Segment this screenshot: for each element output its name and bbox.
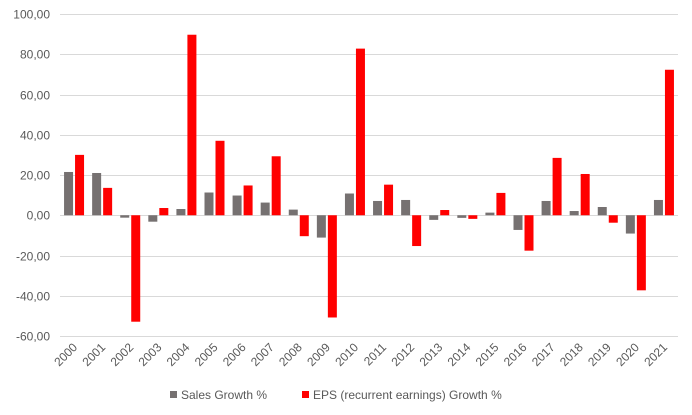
y-tick-label: -60,00 — [16, 330, 50, 344]
legend-label-sales: Sales Growth % — [181, 388, 267, 402]
bar-eps-growth-2008 — [299, 215, 309, 237]
bar-sales-growth-2015 — [485, 212, 495, 216]
y-tick-label: -40,00 — [16, 290, 50, 304]
bar-eps-growth-2003 — [159, 208, 169, 216]
bar-sales-growth-2019 — [597, 207, 607, 216]
bar-sales-growth-2009 — [316, 215, 326, 238]
x-tick-label: 2003 — [136, 340, 165, 369]
y-tick-label: 100,00 — [13, 8, 50, 22]
y-tick-label: 60,00 — [20, 89, 50, 103]
bar-eps-growth-2013 — [440, 210, 450, 216]
bar-eps-growth-2000 — [75, 154, 85, 216]
bar-sales-growth-2008 — [288, 209, 298, 216]
x-tick-label: 2013 — [417, 340, 446, 369]
bar-sales-growth-2001 — [92, 172, 102, 216]
legend: Sales Growth % EPS (recurrent earnings) … — [170, 388, 502, 402]
x-tick-label: 2015 — [473, 340, 502, 369]
x-tick-label: 2011 — [361, 340, 389, 368]
bar-sales-growth-2018 — [569, 211, 579, 216]
gridlines — [60, 14, 678, 337]
bar-eps-growth-2018 — [580, 173, 590, 216]
bar-sales-growth-2002 — [120, 215, 130, 218]
x-tick-label: 2018 — [557, 340, 586, 369]
bar-eps-growth-2010 — [355, 48, 365, 216]
bar-sales-growth-2005 — [204, 192, 214, 216]
legend-marker-sales — [170, 391, 177, 398]
bar-eps-growth-2005 — [215, 140, 225, 216]
x-tick-label: 2006 — [220, 340, 249, 369]
bar-sales-growth-2021 — [653, 199, 663, 216]
bar-eps-growth-2020 — [636, 215, 646, 291]
bar-sales-growth-2014 — [457, 215, 467, 218]
bar-eps-growth-2006 — [243, 185, 253, 216]
bar-eps-growth-2001 — [103, 187, 113, 216]
x-tick-label: 2014 — [445, 340, 474, 369]
x-tick-label: 2012 — [388, 340, 417, 369]
bar-eps-growth-2004 — [187, 34, 197, 216]
bar-sales-growth-2004 — [176, 209, 186, 216]
y-tick-label: -20,00 — [16, 250, 50, 264]
x-tick-label: 2019 — [585, 340, 614, 369]
bar-sales-growth-2012 — [401, 199, 411, 216]
x-tick-label: 2016 — [501, 340, 530, 369]
bar-sales-growth-2017 — [541, 200, 551, 216]
x-tick-label: 2008 — [276, 340, 305, 369]
bar-sales-growth-2006 — [232, 195, 242, 216]
x-tick-label: 2000 — [51, 340, 80, 369]
y-tick-label: 20,00 — [20, 169, 50, 183]
bar-eps-growth-2002 — [131, 215, 141, 322]
x-tick-label: 2021 — [641, 340, 670, 369]
bar-sales-growth-2007 — [260, 202, 270, 216]
x-tick-label: 2002 — [108, 340, 137, 369]
x-tick-label: 2001 — [79, 340, 108, 369]
bars — [64, 34, 674, 322]
legend-marker-eps — [302, 391, 309, 398]
x-tick-label: 2004 — [164, 340, 193, 369]
y-tick-label: 40,00 — [20, 129, 50, 143]
legend-item-sales[interactable]: Sales Growth % — [170, 388, 267, 402]
legend-label-eps: EPS (recurrent earnings) Growth % — [313, 388, 502, 402]
bar-eps-growth-2014 — [468, 215, 478, 219]
bar-eps-growth-2007 — [271, 156, 281, 216]
x-tick-label: 2009 — [304, 340, 333, 369]
bar-eps-growth-2009 — [327, 215, 337, 318]
x-tick-label: 2007 — [248, 340, 277, 369]
bar-sales-growth-2000 — [64, 171, 74, 216]
bar-sales-growth-2003 — [148, 215, 158, 222]
bar-sales-growth-2013 — [429, 215, 439, 220]
bar-sales-growth-2010 — [344, 193, 354, 216]
x-tick-label: 2010 — [332, 340, 361, 369]
x-tick-label: 2005 — [192, 340, 221, 369]
bar-eps-growth-2019 — [608, 215, 618, 223]
bar-eps-growth-2017 — [552, 157, 562, 216]
bar-eps-growth-2021 — [664, 69, 674, 216]
bar-eps-growth-2015 — [496, 192, 506, 216]
y-axis-ticks: 100,00 80,00 60,00 40,00 20,00 0,00 -20,00 -40,… — [13, 8, 50, 344]
bar-sales-growth-2016 — [513, 215, 523, 230]
y-tick-label: 0,00 — [27, 209, 51, 223]
legend-item-eps[interactable]: EPS (recurrent earnings) Growth % — [302, 388, 502, 402]
x-axis-ticks: 2000 2001 2002 2003 2004 2005 2006 2007 2008 2009… — [51, 340, 670, 369]
bar-eps-growth-2016 — [524, 215, 534, 251]
bar-eps-growth-2012 — [412, 215, 422, 247]
bar-eps-growth-2011 — [384, 184, 394, 216]
x-tick-label: 2020 — [613, 340, 642, 369]
bar-sales-growth-2020 — [625, 215, 635, 234]
bar-sales-growth-2011 — [373, 200, 383, 216]
x-tick-label: 2017 — [529, 340, 558, 369]
y-tick-label: 80,00 — [20, 48, 50, 62]
